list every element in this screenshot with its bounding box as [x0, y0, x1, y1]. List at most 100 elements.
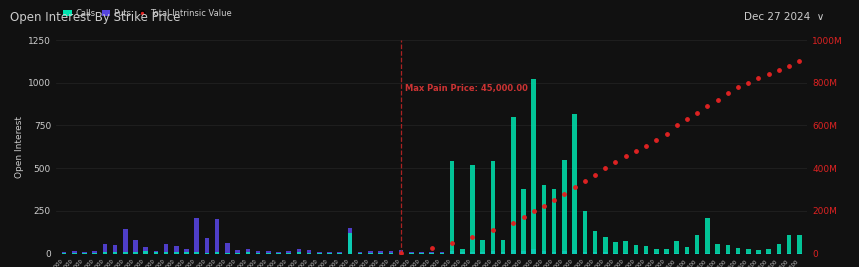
Bar — [368, 251, 373, 254]
Bar — [572, 250, 577, 254]
Bar — [164, 244, 168, 254]
Bar — [777, 244, 781, 254]
Point — [599, 166, 612, 170]
Bar — [460, 249, 465, 254]
Bar — [225, 244, 229, 254]
Bar — [746, 249, 751, 254]
Point — [649, 138, 663, 143]
Bar — [286, 250, 291, 254]
Bar — [613, 253, 618, 254]
Bar — [603, 252, 607, 254]
Point — [618, 154, 632, 159]
Bar — [256, 253, 260, 254]
Bar — [327, 253, 332, 254]
Legend: Calls, Puts, Total Intrinsic Value: Calls, Puts, Total Intrinsic Value — [60, 6, 235, 21]
Bar — [388, 253, 393, 254]
Bar — [72, 253, 76, 254]
Bar — [542, 185, 546, 254]
Bar — [256, 251, 260, 254]
Bar — [348, 233, 352, 254]
Bar — [797, 235, 801, 254]
Bar — [716, 253, 720, 254]
Bar — [582, 211, 588, 254]
Point — [680, 117, 694, 121]
Bar — [674, 241, 679, 254]
Bar — [133, 240, 137, 254]
Point — [639, 144, 653, 148]
Bar — [133, 252, 137, 254]
Bar — [388, 251, 393, 254]
Bar — [184, 252, 189, 254]
Bar — [511, 250, 515, 254]
Bar — [634, 253, 638, 254]
Bar — [194, 218, 199, 254]
Point — [762, 72, 776, 76]
Point — [741, 81, 755, 85]
Point — [660, 132, 673, 136]
Bar — [532, 249, 536, 254]
Bar — [113, 245, 118, 254]
Bar — [143, 251, 148, 254]
Bar — [430, 252, 434, 254]
Bar — [705, 218, 710, 254]
Bar — [102, 252, 107, 254]
Point — [527, 209, 540, 213]
Bar — [164, 252, 168, 254]
Bar — [674, 253, 679, 254]
Bar — [716, 244, 720, 254]
Point — [670, 123, 684, 128]
Point — [568, 185, 582, 190]
Bar — [756, 253, 761, 254]
Bar — [726, 253, 730, 254]
Bar — [399, 253, 404, 254]
Point — [792, 59, 806, 64]
Bar — [562, 251, 567, 254]
Point — [802, 49, 816, 53]
Bar — [532, 79, 536, 254]
Bar — [551, 252, 557, 254]
Bar — [194, 252, 199, 254]
Bar — [204, 253, 210, 254]
Bar — [735, 253, 740, 254]
Bar — [480, 252, 485, 254]
Bar — [184, 249, 189, 254]
Bar — [470, 252, 475, 254]
Bar — [246, 252, 250, 254]
Point — [721, 91, 734, 96]
Bar — [93, 253, 97, 254]
Bar — [399, 250, 404, 254]
Bar — [368, 253, 373, 254]
Point — [691, 111, 704, 115]
Bar — [735, 248, 740, 254]
Bar — [327, 252, 332, 254]
Bar — [695, 235, 699, 254]
Bar — [276, 252, 281, 254]
Bar — [593, 231, 597, 254]
Bar — [378, 251, 383, 254]
Point — [813, 38, 826, 42]
Point — [507, 221, 521, 225]
Bar — [521, 189, 526, 254]
Bar — [654, 253, 659, 254]
Bar — [440, 252, 444, 254]
Bar — [685, 253, 689, 254]
Bar — [307, 253, 312, 254]
Bar — [419, 252, 423, 254]
Bar — [409, 252, 413, 254]
Point — [752, 76, 765, 81]
Bar — [72, 250, 76, 254]
Bar — [62, 253, 66, 254]
Point — [578, 179, 592, 183]
Bar — [521, 251, 526, 254]
Bar — [551, 189, 557, 254]
Bar — [358, 253, 362, 254]
Bar — [726, 245, 730, 254]
Bar — [603, 237, 607, 254]
Bar — [613, 242, 618, 254]
Bar — [654, 249, 659, 254]
Point — [588, 172, 602, 177]
Point — [700, 104, 714, 108]
Text: Open Interest By Strike Price: Open Interest By Strike Price — [10, 11, 180, 24]
Bar — [296, 252, 302, 254]
Bar — [82, 252, 87, 254]
